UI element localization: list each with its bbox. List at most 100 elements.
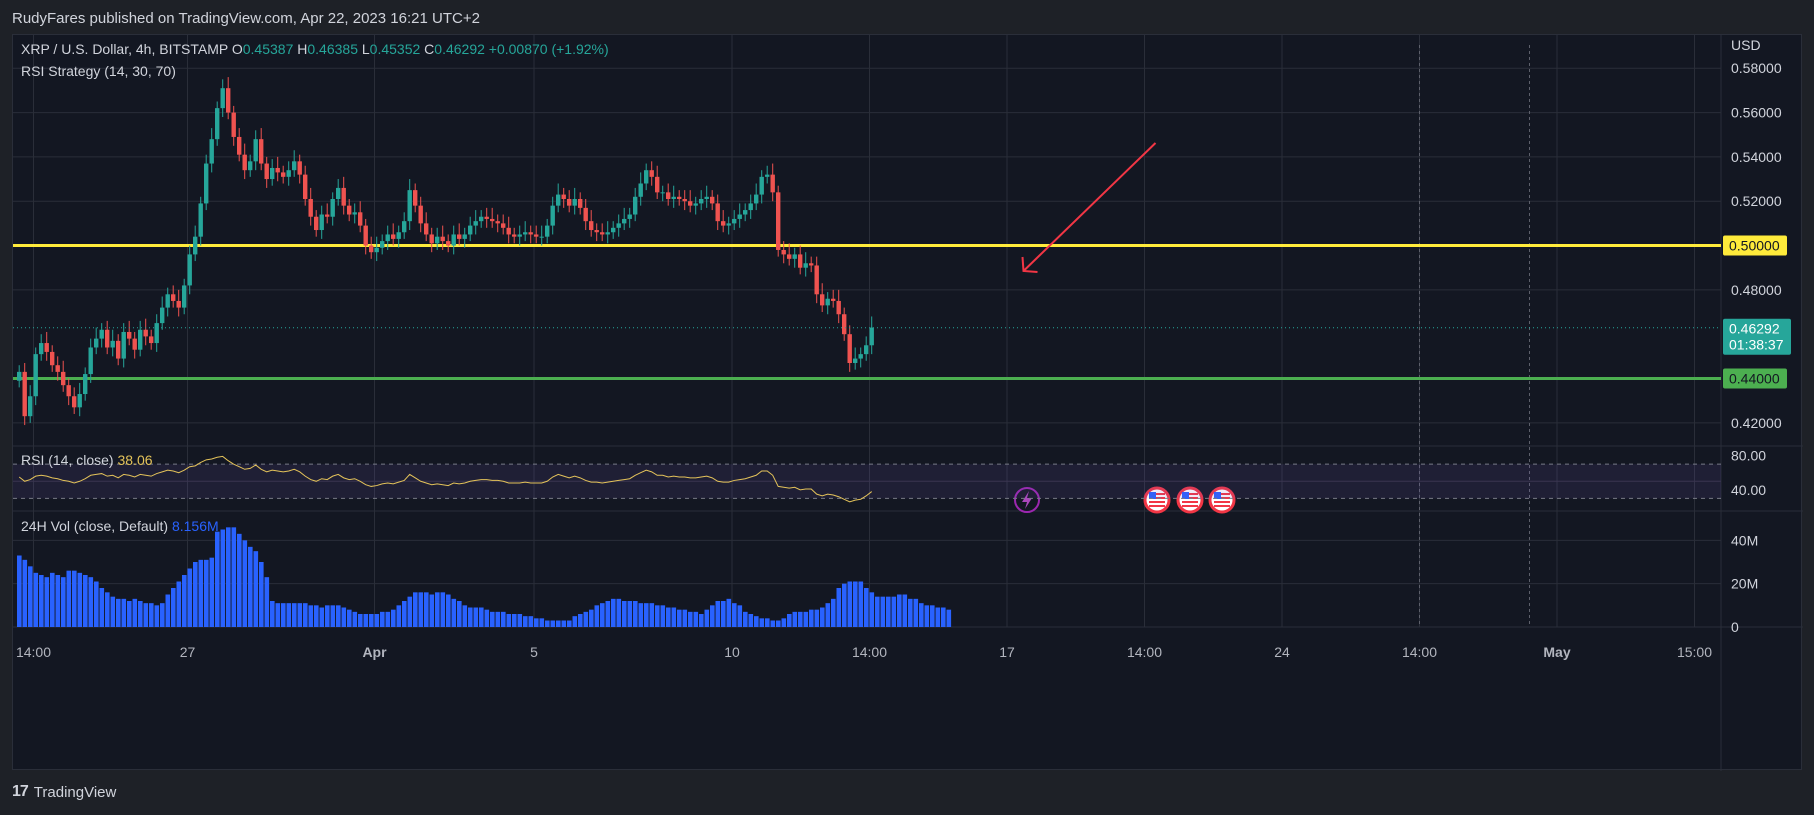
candle [187,254,192,286]
volume-bar [396,605,402,627]
trend-arrow [1022,142,1157,272]
candle [732,218,737,224]
volume-bar [424,592,429,627]
x-tick-label: 5 [530,644,538,660]
volume-bar [660,605,666,627]
volume-bar [105,592,110,627]
candle [589,221,594,231]
volume-bar [347,609,352,627]
candle [512,234,517,237]
rsi-tick-label: 80.00 [1731,448,1766,464]
candle [33,354,38,397]
candle [55,365,60,372]
candle [66,385,71,397]
volume-bar [209,557,215,627]
volume-bar [935,607,941,627]
candle [182,285,187,308]
candle [479,216,484,222]
candle [748,203,753,211]
candle [28,396,33,417]
candle [237,136,242,155]
volume-bar [198,559,204,627]
candle [17,371,22,381]
volume-bar [303,603,308,627]
candle [792,254,797,259]
candle [550,205,555,226]
volume-bar [512,614,517,627]
volume-bar [462,605,468,627]
candle [396,232,401,239]
volume-bar [754,616,759,627]
volume-bar [121,598,127,627]
volume-bar [413,592,418,627]
volume-legend: 24H Vol (close, Default) 8.156M [21,518,219,534]
candle [869,327,874,346]
candle [143,329,148,337]
volume-bar [941,607,946,627]
volume-bar [72,570,77,627]
volume-bar [737,605,743,627]
x-tick-label: May [1543,644,1570,660]
candle [209,139,214,164]
volume-bar [473,607,479,627]
volume-bar [732,603,737,627]
candle [594,230,599,233]
candle [424,223,429,235]
volume-bar [677,609,682,627]
publish-info: RudyFares published on TradingView.com, … [12,10,480,27]
volume-bar [440,592,446,627]
y-tick-label: 0.58000 [1731,60,1782,76]
volume-bar [385,611,391,627]
volume-bar [264,577,270,627]
volume-bar [308,605,314,627]
volume-bar [187,568,193,627]
volume-bar [550,620,556,627]
y-tick-label: 0.42000 [1731,415,1782,431]
candle [644,170,649,184]
volume-bar [457,601,462,627]
candle [138,329,143,350]
candle [781,249,786,255]
candle [99,329,104,339]
volume-bar [242,540,248,627]
volume-bar [748,614,754,627]
price-level-label: 0.44000 [1729,371,1780,387]
volume-bar [154,605,160,627]
volume-bar [374,614,380,627]
volume-bar [946,609,952,627]
volume-bar [363,614,369,627]
chart-panel[interactable]: 14:00 27 Apr 5 10 14:00 17 14:00 24 14:00 May 15:00… [12,34,1803,771]
volume-bar [270,601,275,627]
candle [226,88,231,113]
volume-bar [204,559,209,627]
volume-bar [908,598,913,627]
chart-canvas[interactable]: 14:00 27 Apr 5 10 14:00 17 14:00 24 14:00 May 15:00… [13,35,1803,771]
volume-bar [44,577,50,627]
volume-bar [644,603,649,627]
volume-bar [919,603,924,627]
last-price-tag [1723,318,1791,355]
tradingview-footer[interactable]: 17 TradingView [12,783,116,801]
candle [50,351,55,366]
volume-bar [721,601,726,627]
strategy-legend: RSI Strategy (14, 30, 70) [21,63,176,79]
candle [132,338,137,350]
volume-bar [55,575,61,627]
candle [341,187,346,206]
volume-bar [556,620,561,627]
candle [435,236,440,244]
volume-bar [715,601,721,627]
candle [814,265,819,295]
tradingview-logo-icon: 17 [12,783,29,800]
x-tick-label: 15:00 [1677,644,1712,660]
volume-bar [600,603,605,627]
volume-bar [429,594,435,627]
candle [578,199,583,208]
candle [352,212,357,215]
volume-bar [484,609,490,627]
candle [864,345,869,355]
volume-bar [765,618,770,627]
y-tick-label: 0.48000 [1731,282,1782,298]
volume-bar [693,611,699,627]
volume-bar [83,575,88,627]
